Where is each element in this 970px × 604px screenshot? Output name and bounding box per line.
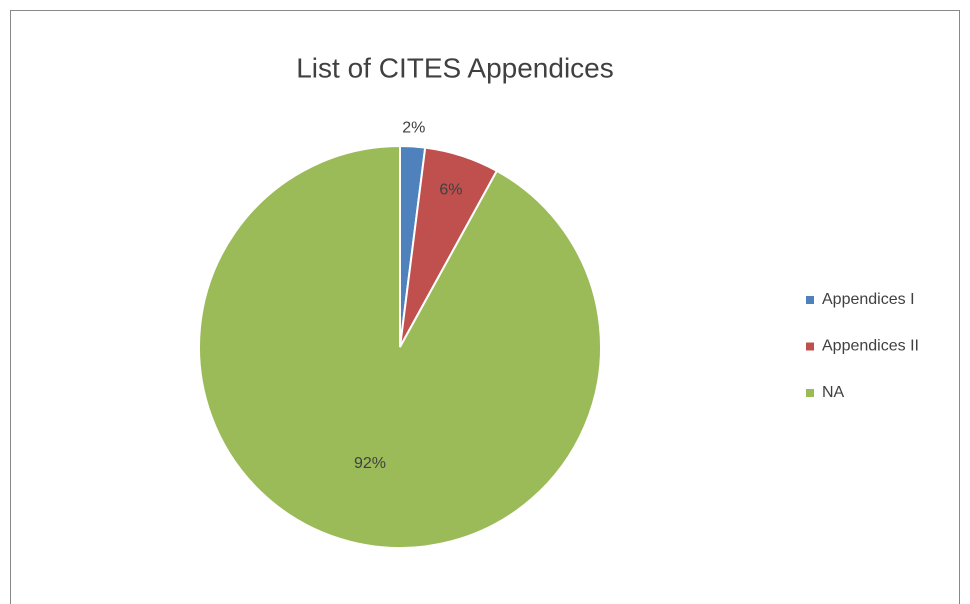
data-label: 6% (439, 181, 462, 198)
pie-slice (198, 144, 602, 549)
legend-label: Appendices I (822, 291, 915, 308)
chart-title: List of CITES Appendices (296, 52, 614, 83)
legend-label: Appendices II (822, 338, 919, 355)
legend-swatch (806, 296, 814, 304)
legend-swatch (806, 389, 814, 397)
legend-swatch (806, 342, 814, 351)
data-label: 92% (354, 455, 386, 472)
data-label: 2% (402, 120, 425, 137)
legend-label: NA (822, 384, 845, 401)
